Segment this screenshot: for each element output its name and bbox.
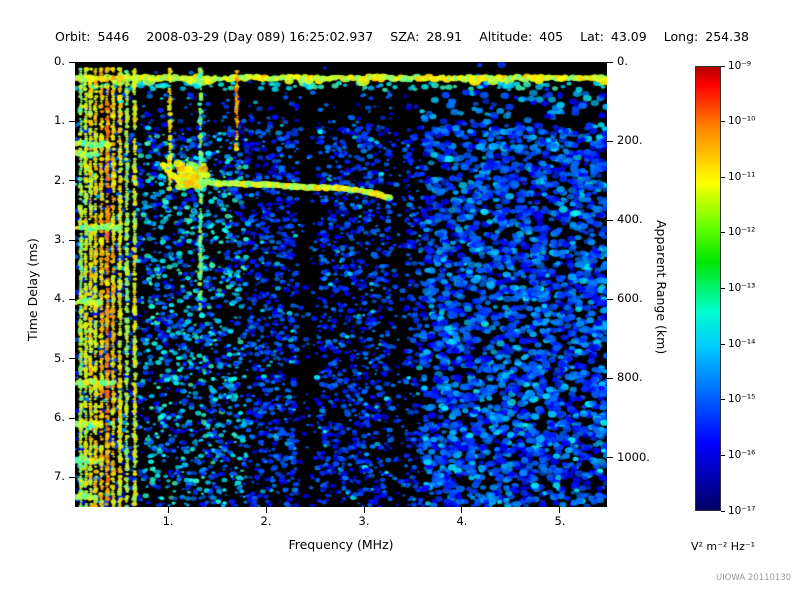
colorbar-tick-mark [721, 454, 725, 456]
header-field-altitude: Altitude: 405 [479, 29, 563, 44]
colorbar-unit-label: V² m⁻² Hz⁻¹ [690, 540, 756, 553]
colorbar-tick-mark [721, 288, 725, 289]
colorbar-tick-mark [721, 343, 725, 345]
y-tick-label: 5. [54, 350, 65, 365]
y-tick-mark [69, 298, 75, 300]
field-value: 5446 [97, 29, 130, 44]
colorbar-gradient [695, 66, 721, 511]
header-field-long: Long: 254.38 [664, 29, 749, 44]
colorbar-tick-label: 10⁻¹⁵ [728, 393, 756, 406]
y2-tick-mark [607, 377, 613, 379]
y-tick-label: 3. [54, 232, 65, 246]
colorbar-tick-mark [721, 510, 725, 512]
field-label: Orbit: [55, 29, 91, 44]
y2-tick-label: 600. [617, 291, 643, 306]
header-field-orbit: Orbit: 5446 [55, 29, 129, 44]
x-axis-title: Frequency (MHz) [288, 537, 394, 552]
colorbar-tick-mark [721, 176, 725, 178]
field-value: 405 [539, 29, 564, 44]
field-value: 254.38 [705, 29, 749, 44]
field-value: 28.91 [426, 29, 463, 44]
x-tick-mark [167, 507, 169, 513]
colorbar-tick-label: 10⁻¹⁷ [728, 504, 756, 517]
x-tick-label: 2. [260, 514, 272, 528]
y-tick-mark [69, 239, 75, 241]
header-info: Orbit: 5446 2008-03-29 (Day 089) 16:25:02… [55, 29, 749, 44]
colorbar-tick-label: 10⁻¹⁴ [728, 337, 756, 350]
y2-tick-label: 800. [617, 370, 643, 385]
y-tick-mark [69, 180, 75, 182]
x-tick-label: 5. [554, 514, 566, 528]
y2-tick-mark [607, 61, 613, 63]
colorbar-tick-label: 10⁻¹⁰ [728, 115, 756, 128]
y-tick-mark [69, 358, 75, 360]
field-value: 2008-03-29 (Day 089) 16:25:02.937 [146, 29, 374, 44]
x-tick-label: 1. [162, 514, 174, 528]
y-tick-mark [69, 476, 75, 478]
y2-tick-mark [607, 219, 613, 221]
field-label: SZA: [390, 29, 420, 44]
colorbar-tick-mark [721, 399, 725, 401]
colorbar-tick-label: 10⁻⁹ [728, 59, 752, 72]
header-field-timestamp: 2008-03-29 (Day 089) 16:25:02.937 [146, 29, 373, 44]
y-tick-label: 7. [54, 469, 65, 484]
y2-tick-mark [607, 457, 613, 459]
y-tick-mark [69, 120, 75, 122]
y2-tick-label: 400. [617, 212, 643, 227]
colorbar-tick-mark [721, 232, 725, 234]
y-tick-mark [69, 61, 75, 63]
colorbar-tick-label: 10⁻¹² [728, 226, 756, 239]
colorbar-tick-label: 10⁻¹³ [728, 282, 756, 294]
y-tick-label: 0. [54, 54, 65, 68]
y-tick-label: 1. [54, 113, 65, 128]
y2-tick-mark [607, 140, 613, 142]
colorbar-tick-label: 10⁻¹¹ [728, 170, 756, 183]
x-tick-mark [265, 507, 267, 513]
y-tick-label: 2. [54, 172, 65, 187]
x-tick-label: 3. [358, 514, 370, 528]
x-tick-mark [559, 507, 561, 513]
y-axis-title-right: Apparent Range (km) [654, 220, 669, 355]
header-field-sza: SZA: 28.91 [390, 29, 462, 44]
y2-tick-label: 1000. [617, 449, 650, 464]
field-label: Altitude: [479, 29, 533, 44]
field-label: Lat: [580, 29, 604, 44]
y-tick-mark [69, 417, 75, 419]
colorbar-tick-mark [721, 65, 725, 67]
y2-tick-mark [607, 298, 613, 300]
watermark-text: UIOWA 20110130 [716, 573, 792, 583]
colorbar-tick-mark [721, 121, 725, 123]
spectrogram-canvas [75, 62, 607, 507]
y-axis-title-left: Time Delay (ms) [25, 238, 40, 341]
y-tick-label: 4. [54, 291, 65, 306]
field-value: 43.09 [610, 29, 647, 44]
y2-tick-label: 0. [617, 54, 628, 68]
header-field-lat: Lat: 43.09 [580, 29, 647, 44]
x-tick-label: 4. [456, 514, 468, 528]
y2-tick-label: 200. [617, 133, 643, 148]
x-tick-mark [461, 507, 463, 513]
y-tick-label: 6. [54, 410, 65, 424]
field-label: Long: [663, 29, 699, 44]
colorbar-tick-label: 10⁻¹⁶ [728, 448, 756, 461]
x-tick-mark [363, 507, 365, 513]
